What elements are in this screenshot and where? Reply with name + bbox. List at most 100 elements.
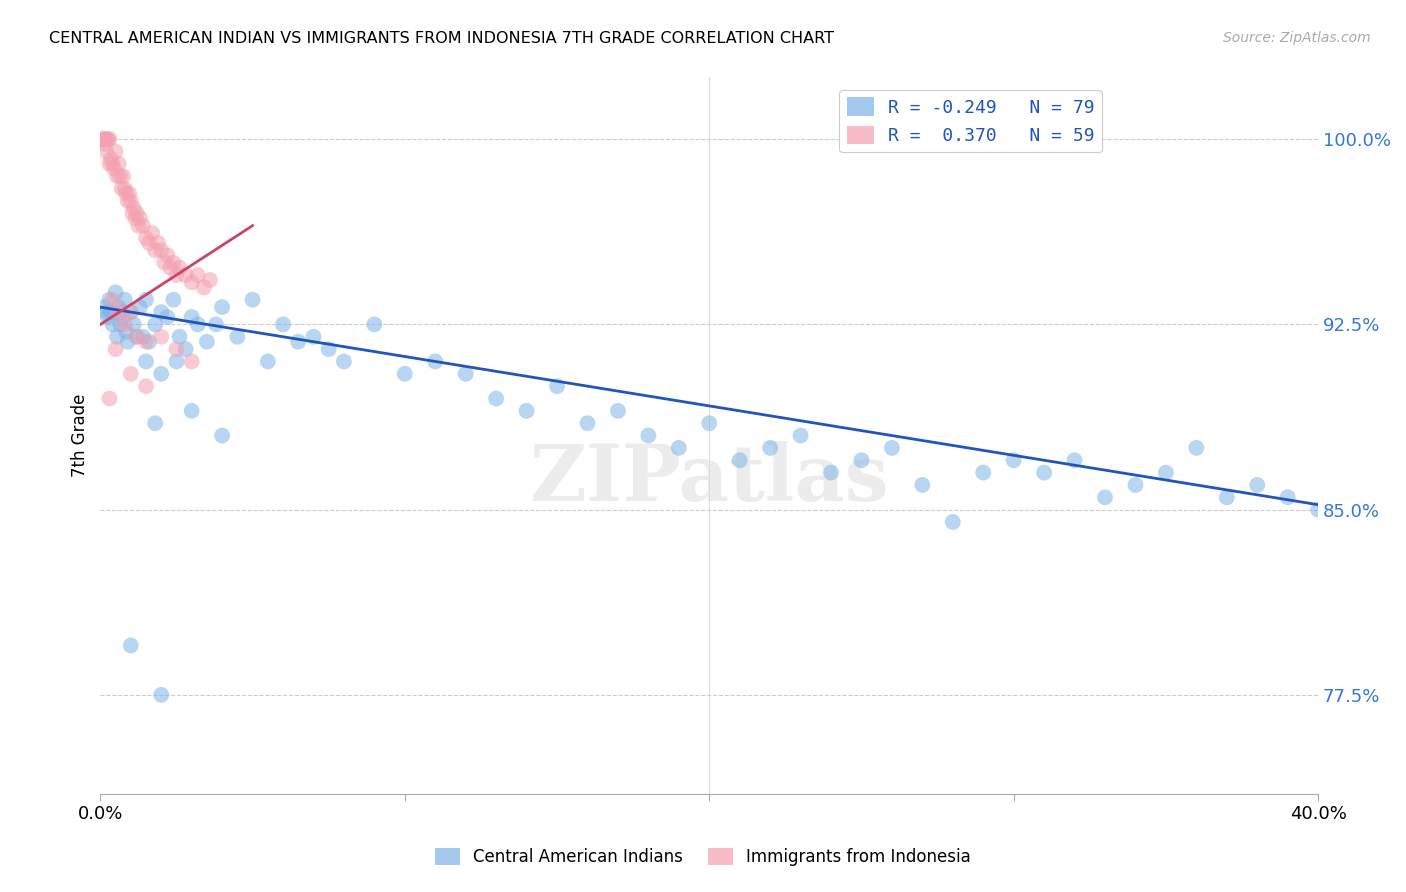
Point bbox=[94, 132, 117, 146]
Point bbox=[1154, 466, 1177, 480]
Point bbox=[156, 248, 179, 262]
Point bbox=[115, 325, 138, 339]
Point bbox=[104, 145, 127, 159]
Point bbox=[166, 342, 188, 356]
Point bbox=[117, 334, 139, 349]
Point bbox=[820, 466, 842, 480]
Point bbox=[637, 428, 659, 442]
Point bbox=[138, 334, 160, 349]
Point bbox=[105, 169, 128, 184]
Point bbox=[121, 206, 143, 220]
Point bbox=[880, 441, 903, 455]
Point bbox=[125, 330, 148, 344]
Point bbox=[425, 354, 447, 368]
Point bbox=[101, 157, 124, 171]
Point bbox=[114, 293, 136, 307]
Point bbox=[1094, 491, 1116, 505]
Point bbox=[112, 169, 135, 184]
Point bbox=[363, 318, 385, 332]
Point bbox=[256, 354, 278, 368]
Point bbox=[120, 305, 142, 319]
Point bbox=[108, 318, 131, 332]
Point bbox=[150, 244, 173, 258]
Point bbox=[1063, 453, 1085, 467]
Point bbox=[150, 305, 173, 319]
Point bbox=[180, 354, 202, 368]
Point bbox=[122, 202, 145, 216]
Point bbox=[104, 342, 127, 356]
Point bbox=[287, 334, 309, 349]
Legend: R = -0.249   N = 79, R =  0.370   N = 59: R = -0.249 N = 79, R = 0.370 N = 59 bbox=[839, 90, 1102, 153]
Point bbox=[108, 169, 131, 184]
Point bbox=[135, 293, 157, 307]
Point bbox=[1033, 466, 1056, 480]
Point bbox=[135, 354, 157, 368]
Point bbox=[111, 305, 134, 319]
Point bbox=[1125, 478, 1147, 492]
Point bbox=[132, 219, 155, 233]
Point bbox=[150, 688, 173, 702]
Point bbox=[125, 330, 148, 344]
Point bbox=[333, 354, 356, 368]
Point bbox=[118, 186, 141, 201]
Point bbox=[135, 379, 157, 393]
Point bbox=[107, 157, 129, 171]
Point bbox=[195, 334, 218, 349]
Point bbox=[129, 211, 152, 226]
Point bbox=[129, 300, 152, 314]
Text: CENTRAL AMERICAN INDIAN VS IMMIGRANTS FROM INDONESIA 7TH GRADE CORRELATION CHART: CENTRAL AMERICAN INDIAN VS IMMIGRANTS FR… bbox=[49, 31, 834, 46]
Point bbox=[120, 194, 142, 208]
Point bbox=[187, 318, 209, 332]
Point bbox=[97, 310, 120, 324]
Point bbox=[93, 132, 115, 146]
Point bbox=[94, 300, 117, 314]
Text: Source: ZipAtlas.com: Source: ZipAtlas.com bbox=[1223, 31, 1371, 45]
Point bbox=[198, 273, 221, 287]
Point bbox=[120, 367, 142, 381]
Point bbox=[96, 145, 118, 159]
Point bbox=[125, 206, 148, 220]
Point bbox=[697, 416, 720, 430]
Point bbox=[728, 453, 751, 467]
Point bbox=[143, 416, 166, 430]
Point bbox=[122, 318, 145, 332]
Point bbox=[150, 330, 173, 344]
Point bbox=[1002, 453, 1025, 467]
Point bbox=[124, 211, 146, 226]
Point bbox=[135, 231, 157, 245]
Point bbox=[98, 293, 121, 307]
Legend: Central American Indians, Immigrants from Indonesia: Central American Indians, Immigrants fro… bbox=[429, 841, 977, 873]
Point bbox=[96, 305, 118, 319]
Point bbox=[101, 318, 124, 332]
Point bbox=[143, 318, 166, 332]
Point bbox=[101, 293, 124, 307]
Point bbox=[174, 342, 197, 356]
Point bbox=[318, 342, 340, 356]
Point bbox=[516, 404, 538, 418]
Point bbox=[112, 310, 135, 324]
Point bbox=[454, 367, 477, 381]
Point bbox=[972, 466, 994, 480]
Point bbox=[193, 280, 215, 294]
Point bbox=[111, 181, 134, 195]
Point bbox=[100, 305, 122, 319]
Point bbox=[127, 219, 149, 233]
Point bbox=[1246, 478, 1268, 492]
Point bbox=[211, 428, 233, 442]
Point bbox=[153, 255, 176, 269]
Point bbox=[851, 453, 873, 467]
Point bbox=[485, 392, 508, 406]
Point bbox=[668, 441, 690, 455]
Point bbox=[138, 235, 160, 250]
Point bbox=[120, 305, 142, 319]
Point bbox=[174, 268, 197, 282]
Point bbox=[148, 235, 170, 250]
Point bbox=[576, 416, 599, 430]
Point bbox=[1277, 491, 1299, 505]
Point bbox=[1308, 502, 1330, 516]
Point bbox=[271, 318, 294, 332]
Point bbox=[226, 330, 249, 344]
Point bbox=[180, 276, 202, 290]
Point bbox=[166, 268, 188, 282]
Point bbox=[114, 181, 136, 195]
